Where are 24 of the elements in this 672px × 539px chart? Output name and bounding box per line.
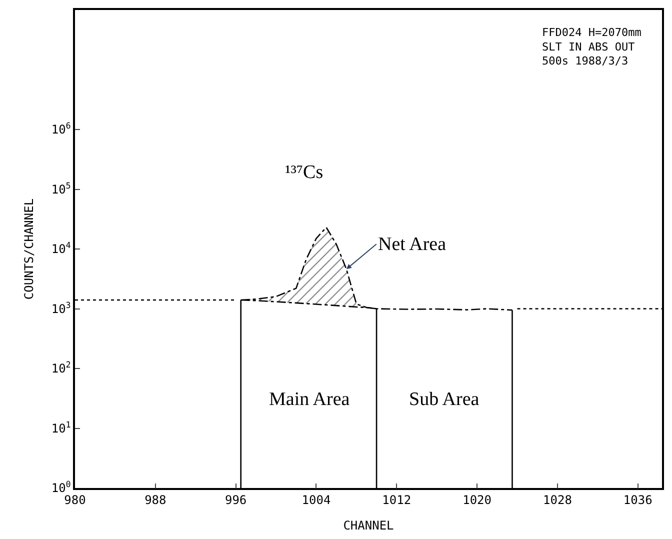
y-tick-label: 10$^{5}$ bbox=[51, 180, 71, 196]
y-tick-label: 10$^{0}$ bbox=[51, 479, 71, 496]
annotation: Net Area bbox=[378, 234, 447, 255]
x-tick-label: 980 bbox=[64, 493, 86, 508]
y-tick-label: 10$^{4}$ bbox=[51, 240, 71, 256]
x-axis-title: CHANNEL bbox=[343, 518, 394, 533]
annotation: ¹³⁷Cs bbox=[285, 162, 324, 183]
annotation: 500s 1988/3/3 bbox=[542, 54, 628, 68]
annotation: FFD024 H=2070mm bbox=[542, 26, 642, 39]
x-tick-label: 1036 bbox=[623, 493, 652, 508]
y-tick-label: 10$^{6}$ bbox=[51, 120, 71, 137]
x-tick-label: 1012 bbox=[382, 493, 412, 508]
y-tick-label: 10$^{2}$ bbox=[51, 360, 71, 376]
y-tick-label: 10$^{3}$ bbox=[51, 300, 71, 316]
x-tick-label: 1020 bbox=[462, 493, 492, 508]
annotation: Sub Area bbox=[409, 389, 480, 410]
x-tick-label: 1004 bbox=[302, 493, 331, 508]
y-axis-title: COUNTS/CHANNEL bbox=[22, 198, 36, 300]
y-tick-label: 10$^{1}$ bbox=[51, 419, 71, 436]
annotation: SLT IN ABS OUT bbox=[542, 40, 636, 54]
x-tick-label: 996 bbox=[224, 493, 247, 508]
x-tick-label: 1028 bbox=[543, 493, 572, 508]
annotation: Main Area bbox=[269, 389, 350, 410]
x-tick-label: 988 bbox=[144, 493, 166, 508]
